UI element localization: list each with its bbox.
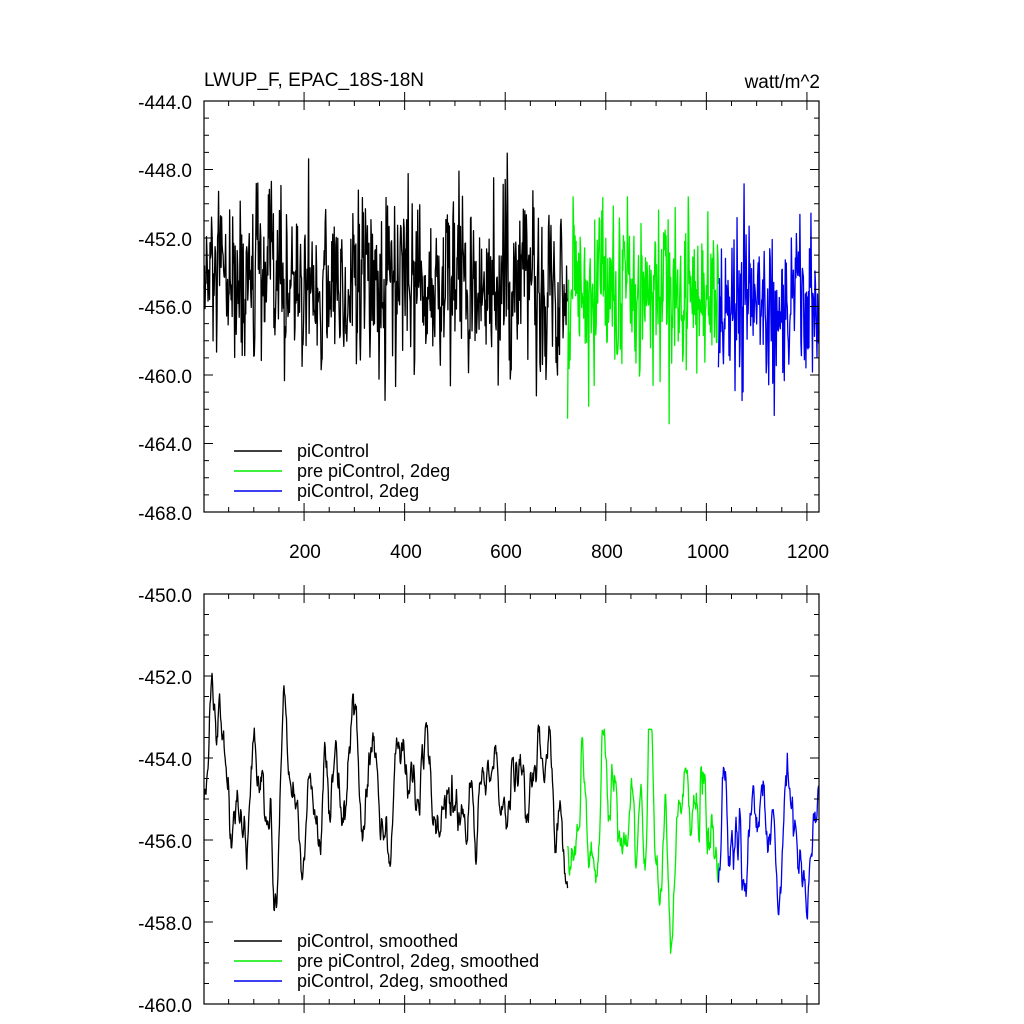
legend-label: piControl, 2deg — [297, 481, 419, 501]
top-plot-frame — [203, 100, 820, 513]
x-tick-label: 400 — [390, 542, 422, 563]
series-line-top-0 — [203, 152, 569, 402]
y-tick-label: -458.0 — [138, 914, 192, 935]
series-line-bottom-0 — [203, 672, 569, 912]
series-line-top-1 — [566, 196, 720, 425]
legend-label: pre piControl, 2deg, smoothed — [297, 951, 539, 971]
top-panel: LWUP_F, EPAC_18S-18N watt/m^2 -444.0 -44… — [138, 70, 829, 563]
top-series-group — [203, 152, 820, 425]
chart-title: LWUP_F, EPAC_18S-18N — [204, 70, 424, 91]
x-tick-label: 800 — [591, 542, 623, 563]
bottom-panel: -450.0 -452.0 -454.0 -456.0 -458.0 -460.… — [138, 585, 820, 1017]
x-tick-label: 200 — [289, 542, 321, 563]
top-ticks-group — [204, 92, 819, 521]
y-tick-label: -444.0 — [138, 93, 192, 114]
series-line-bottom-2 — [717, 752, 820, 920]
bottom-plot-frame — [203, 593, 820, 1005]
bottom-series-group — [203, 672, 820, 954]
y-tick-label: -468.0 — [138, 504, 192, 525]
y-tick-label: -454.0 — [138, 750, 192, 771]
y-tick-label: -460.0 — [138, 367, 192, 388]
x-tick-label: 1000 — [687, 542, 729, 563]
legend-label: pre piControl, 2deg — [297, 461, 450, 481]
top-legend: piControl pre piControl, 2deg piControl,… — [234, 441, 450, 501]
units-label: watt/m^2 — [744, 72, 820, 93]
y-tick-label: -448.0 — [138, 161, 192, 182]
series-line-top-2 — [717, 183, 820, 417]
bottom-legend: piControl, smoothed pre piControl, 2deg,… — [234, 931, 539, 991]
y-tick-label: -456.0 — [138, 298, 192, 319]
bottom-ticks-group — [204, 585, 819, 1013]
y-tick-label: -452.0 — [138, 230, 192, 251]
legend-label: piControl, smoothed — [297, 931, 458, 951]
x-tick-label: 600 — [490, 542, 522, 563]
y-tick-label: -460.0 — [138, 996, 192, 1017]
y-tick-label: -452.0 — [138, 668, 192, 689]
legend-label: piControl, 2deg, smoothed — [297, 971, 508, 991]
legend-label: piControl — [297, 441, 369, 461]
x-tick-label: 1200 — [787, 542, 829, 563]
y-tick-label: -464.0 — [138, 435, 192, 456]
y-tick-label: -456.0 — [138, 832, 192, 853]
series-line-bottom-1 — [566, 728, 720, 954]
y-tick-label: -450.0 — [138, 586, 192, 607]
